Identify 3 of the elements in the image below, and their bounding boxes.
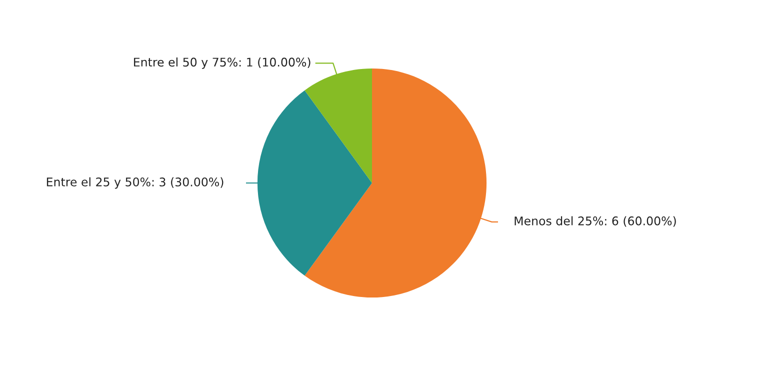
slice-label: Entre el 50 y 75%: 1 (10.00%) [134, 57, 310, 69]
slice-label: Entre el 25 y 50%: 3 (30.00%) [46, 177, 224, 189]
slice-label: Menos del 25%: 6 (60.00%) [514, 216, 676, 227]
